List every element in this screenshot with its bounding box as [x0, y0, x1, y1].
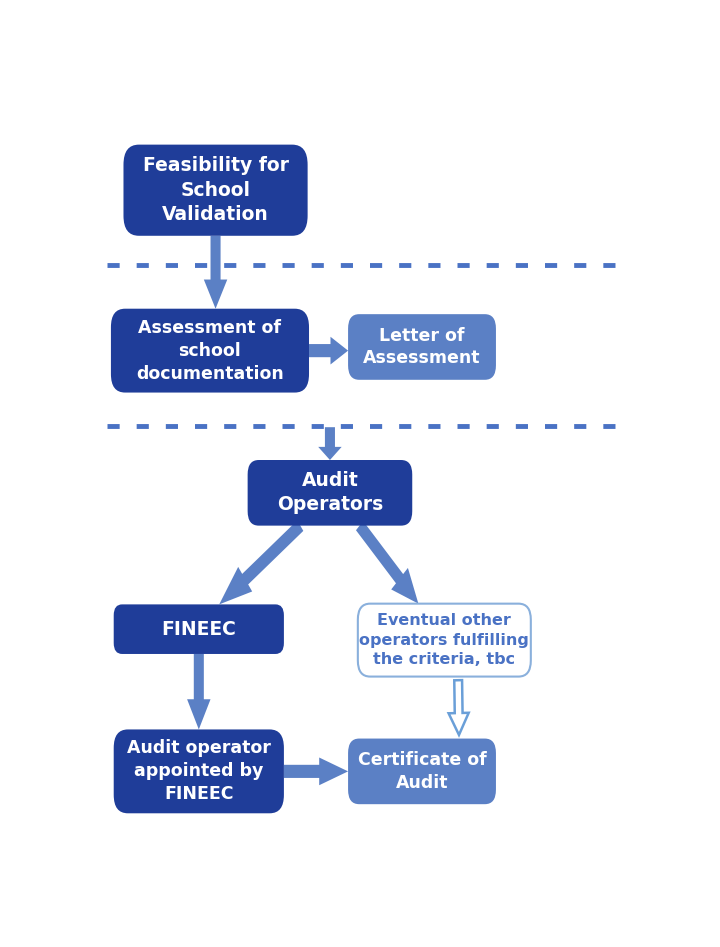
- FancyBboxPatch shape: [358, 603, 531, 676]
- Text: Feasibility for
School
Validation: Feasibility for School Validation: [143, 156, 289, 223]
- FancyArrow shape: [187, 654, 210, 729]
- Text: Letter of
Assessment: Letter of Assessment: [364, 327, 481, 367]
- FancyArrow shape: [449, 680, 469, 735]
- FancyBboxPatch shape: [248, 460, 413, 526]
- Text: Assessment of
school
documentation: Assessment of school documentation: [136, 319, 284, 383]
- FancyArrow shape: [204, 236, 228, 309]
- FancyBboxPatch shape: [111, 309, 309, 393]
- Text: Eventual other
operators fulfilling
the criteria, tbc: Eventual other operators fulfilling the …: [359, 614, 529, 667]
- Text: Audit operator
appointed by
FINEEC: Audit operator appointed by FINEEC: [127, 740, 271, 803]
- FancyBboxPatch shape: [348, 739, 496, 804]
- FancyBboxPatch shape: [114, 604, 284, 654]
- FancyArrow shape: [219, 520, 303, 604]
- FancyArrow shape: [318, 427, 342, 460]
- Text: Certificate of
Audit: Certificate of Audit: [358, 751, 487, 792]
- FancyBboxPatch shape: [348, 314, 496, 380]
- Text: FINEEC: FINEEC: [161, 619, 236, 638]
- Text: Audit
Operators: Audit Operators: [276, 472, 383, 514]
- FancyArrow shape: [284, 758, 348, 785]
- FancyBboxPatch shape: [124, 145, 307, 236]
- FancyBboxPatch shape: [114, 729, 284, 813]
- FancyArrow shape: [356, 521, 418, 603]
- FancyArrow shape: [309, 337, 348, 365]
